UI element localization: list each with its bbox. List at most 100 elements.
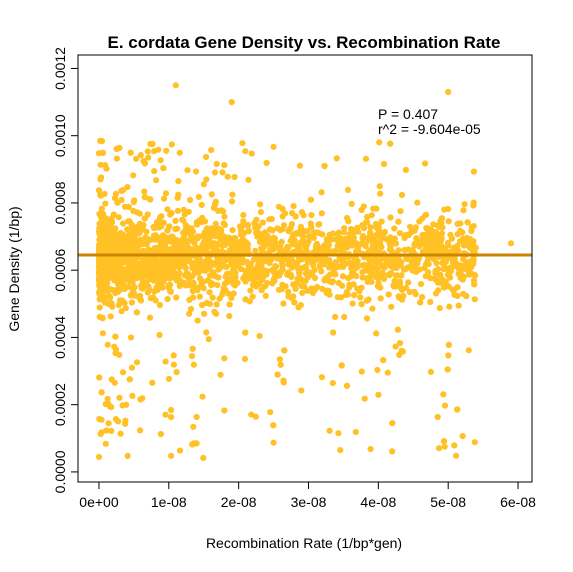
data-point [182, 230, 189, 237]
data-point [407, 223, 414, 230]
data-point [224, 173, 231, 180]
data-point [112, 350, 119, 357]
data-point [299, 264, 306, 271]
data-point [104, 284, 111, 291]
data-point [367, 446, 374, 453]
data-point [434, 413, 441, 421]
data-point [348, 200, 355, 207]
data-point [112, 290, 119, 297]
data-point [217, 235, 224, 243]
data-point [440, 391, 447, 398]
data-point [103, 427, 110, 434]
data-point [152, 236, 159, 243]
data-point [459, 229, 466, 236]
data-point [288, 221, 295, 228]
data-point [198, 201, 205, 208]
data-point [111, 277, 118, 284]
data-point [190, 279, 197, 286]
data-point [157, 430, 164, 438]
data-point [343, 382, 351, 389]
data-point [345, 218, 352, 225]
data-point [444, 366, 451, 373]
data-point [183, 223, 190, 230]
data-point [366, 261, 373, 268]
data-point [460, 237, 468, 244]
data-point [396, 280, 404, 287]
data-point [118, 308, 125, 315]
data-point [168, 414, 175, 421]
data-point [230, 260, 237, 267]
data-point [445, 218, 452, 225]
data-point [471, 281, 478, 288]
data-point [120, 220, 127, 227]
data-point [258, 287, 265, 294]
data-point [338, 362, 345, 369]
data-point [470, 223, 477, 230]
data-point [194, 235, 201, 242]
data-point [98, 416, 105, 423]
data-point [314, 242, 321, 250]
data-point [137, 396, 144, 403]
data-point [107, 294, 114, 301]
data-point [165, 282, 172, 289]
data-point [147, 295, 154, 302]
data-point [217, 371, 224, 378]
data-point [173, 369, 180, 376]
plot-frame [77, 54, 533, 483]
data-point [241, 355, 249, 363]
data-point [133, 359, 141, 366]
data-point [361, 261, 368, 268]
scatter-points [95, 82, 515, 461]
data-point [208, 191, 215, 198]
data-point [417, 299, 424, 306]
data-point [110, 244, 117, 251]
data-point [358, 301, 365, 308]
data-point [203, 176, 210, 183]
data-point [301, 283, 308, 290]
data-point [334, 294, 341, 301]
data-point [203, 226, 210, 233]
data-point [341, 240, 348, 247]
data-point [280, 300, 287, 307]
data-point [97, 430, 104, 438]
data-point [100, 223, 107, 230]
data-point [441, 264, 448, 271]
data-point [291, 299, 298, 306]
data-point [231, 235, 239, 242]
data-point [128, 364, 136, 371]
data-point [158, 213, 165, 220]
data-point [259, 219, 266, 226]
data-point [122, 417, 129, 424]
data-point [221, 213, 228, 220]
data-point [292, 285, 299, 292]
data-point [201, 266, 209, 273]
data-point [186, 310, 193, 317]
data-point [164, 206, 171, 213]
data-point [149, 379, 156, 386]
data-point [102, 440, 109, 447]
data-point [200, 454, 207, 461]
data-point [468, 227, 475, 235]
data-point [454, 242, 461, 250]
data-point [398, 191, 406, 198]
data-point [445, 242, 452, 249]
data-point [229, 191, 236, 198]
data-point [227, 276, 234, 283]
data-point [283, 247, 290, 254]
data-point [190, 361, 197, 368]
data-point [187, 196, 194, 204]
data-point [386, 271, 393, 278]
data-point [142, 234, 149, 241]
data-point [253, 229, 260, 237]
data-point [352, 239, 359, 246]
data-point [104, 341, 111, 348]
data-point [258, 231, 265, 238]
data-point [296, 162, 303, 169]
data-point [376, 139, 383, 146]
data-point [390, 283, 398, 290]
data-point [445, 270, 452, 277]
data-point [186, 255, 193, 262]
data-point [110, 260, 117, 267]
data-point [117, 260, 125, 267]
data-point [184, 167, 191, 174]
